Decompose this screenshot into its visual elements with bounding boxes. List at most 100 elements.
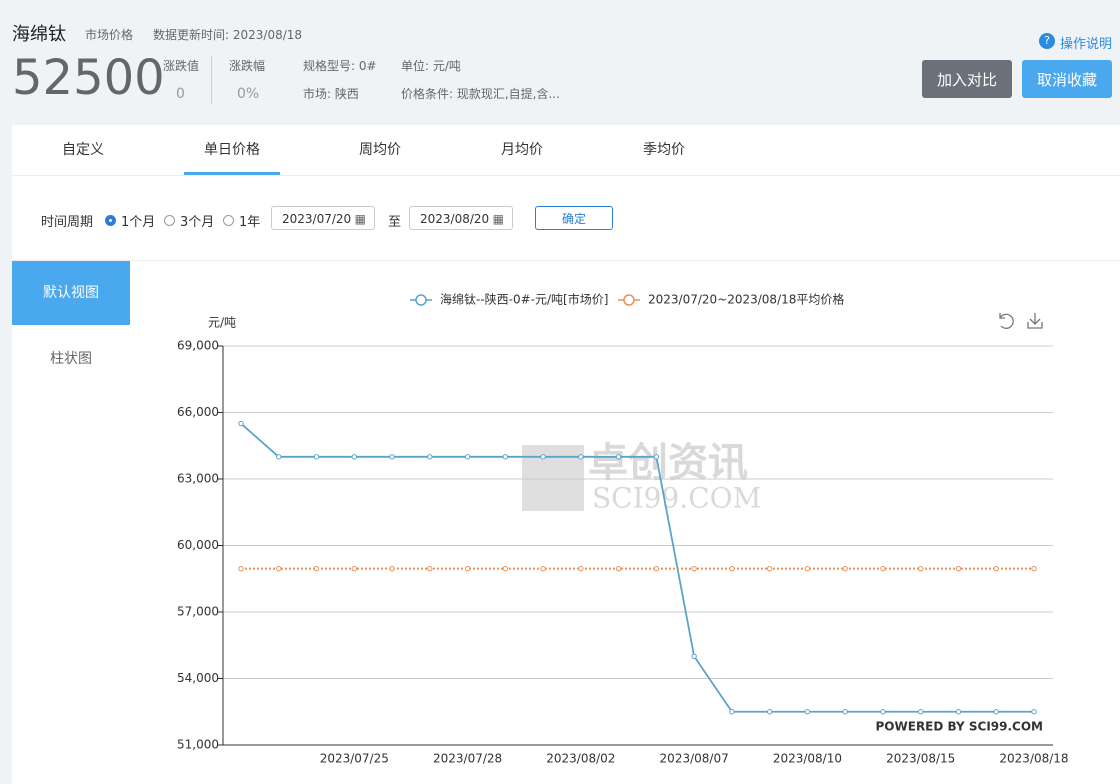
data-point bbox=[540, 565, 546, 572]
confirm-button[interactable]: 确定 bbox=[535, 206, 613, 230]
watermark-text: SCI99.COM bbox=[592, 482, 761, 515]
view-option[interactable]: 柱状图 bbox=[50, 351, 92, 367]
x-tick-label: 2023/08/10 bbox=[773, 752, 842, 766]
data-point bbox=[502, 454, 509, 460]
data-point bbox=[389, 565, 395, 572]
radio-option[interactable]: 1个月 bbox=[105, 211, 155, 230]
radio-label: 3个月 bbox=[180, 215, 215, 230]
radio-circle bbox=[164, 215, 175, 226]
unfavorite-button[interactable]: 取消收藏 bbox=[1022, 60, 1112, 98]
change-label: 涨跌值 bbox=[163, 59, 200, 73]
data-point bbox=[918, 565, 924, 572]
divider bbox=[12, 260, 1120, 261]
divider bbox=[12, 175, 1120, 176]
credit: POWERED BY SCI99.COM bbox=[876, 720, 1043, 734]
x-tick-label: 2023/08/07 bbox=[660, 752, 729, 766]
tab[interactable]: 周均价 bbox=[359, 142, 401, 158]
spec: 规格型号: 0# bbox=[303, 59, 377, 73]
watermark: 卓创资讯 SCI99.COM bbox=[522, 440, 761, 515]
help-icon[interactable]: ? bbox=[1039, 33, 1055, 49]
y-tick-label: 51,000 bbox=[177, 738, 219, 752]
data-point bbox=[313, 565, 320, 572]
data-point bbox=[1031, 709, 1037, 715]
data-point bbox=[691, 565, 697, 572]
watermark-text: 卓创资讯 bbox=[588, 440, 748, 486]
series-line bbox=[240, 422, 1034, 713]
data-point bbox=[918, 709, 924, 715]
data-point bbox=[351, 454, 357, 460]
tab[interactable]: 单日价格 bbox=[184, 132, 280, 175]
data-point bbox=[955, 565, 962, 572]
end-date[interactable]: 2023/08/20 ▦ bbox=[409, 206, 513, 230]
data-point bbox=[653, 565, 660, 572]
data-point bbox=[842, 565, 848, 572]
data-point bbox=[804, 565, 811, 572]
x-tick-label: 2023/08/02 bbox=[546, 752, 615, 766]
data-point bbox=[1031, 565, 1037, 572]
x-tick-label: 2023/08/15 bbox=[886, 752, 955, 766]
start-date-text: 2023/07/20 bbox=[282, 212, 352, 226]
period-label: 时间周期 bbox=[41, 215, 94, 230]
x-tick-label: 2023/07/28 bbox=[433, 752, 502, 766]
terms: 价格条件: 现款现汇,自提,含... bbox=[401, 87, 560, 101]
change-pct: 0% bbox=[237, 86, 260, 102]
radio-circle bbox=[223, 215, 234, 226]
x-tick-label: 2023/08/18 bbox=[999, 752, 1068, 766]
tab[interactable]: 自定义 bbox=[62, 142, 104, 158]
y-unit: 元/吨 bbox=[208, 316, 236, 330]
radio-circle bbox=[105, 215, 116, 226]
data-point bbox=[578, 454, 584, 460]
data-point bbox=[238, 565, 244, 572]
data-point bbox=[502, 565, 509, 572]
data-point bbox=[955, 709, 962, 715]
price: 52500 bbox=[12, 50, 165, 106]
data-point bbox=[766, 565, 773, 572]
y-tick-label: 57,000 bbox=[177, 605, 219, 619]
tab[interactable]: 月均价 bbox=[501, 142, 543, 158]
data-point bbox=[389, 454, 395, 460]
to-label: 至 bbox=[388, 215, 402, 230]
data-point bbox=[615, 454, 622, 460]
data-point bbox=[276, 565, 282, 572]
y-tick-label: 66,000 bbox=[177, 405, 219, 419]
legend-label: 2023/07/20~2023/08/18平均价格 bbox=[648, 292, 844, 307]
data-point bbox=[766, 709, 773, 715]
price-kind: 市场价格 bbox=[85, 28, 134, 42]
data-point bbox=[427, 454, 433, 460]
data-point bbox=[464, 454, 471, 460]
y-tick-label: 60,000 bbox=[177, 538, 219, 552]
data-point bbox=[691, 653, 697, 660]
market: 市场: 陕西 bbox=[303, 87, 359, 101]
end-date-text: 2023/08/20 bbox=[420, 212, 490, 226]
help-link[interactable]: 操作说明 bbox=[1060, 37, 1113, 52]
data-point bbox=[993, 565, 999, 572]
product-title: 海绵钛 bbox=[12, 24, 66, 45]
data-point bbox=[804, 709, 811, 715]
radio-option[interactable]: 1年 bbox=[223, 211, 260, 230]
data-point bbox=[729, 709, 735, 715]
change: 0 bbox=[176, 86, 185, 102]
data-point bbox=[313, 454, 320, 460]
radio-label: 1年 bbox=[239, 215, 261, 230]
legend-marker bbox=[623, 294, 635, 306]
data-point bbox=[351, 565, 357, 572]
x-tick-label: 2023/07/25 bbox=[320, 752, 389, 766]
y-tick-label: 54,000 bbox=[177, 671, 219, 685]
compare-button[interactable]: 加入对比 bbox=[922, 60, 1012, 98]
start-date[interactable]: 2023/07/20 ▦ bbox=[271, 206, 375, 230]
divider bbox=[211, 56, 212, 104]
data-point bbox=[578, 565, 584, 572]
tab[interactable]: 季均价 bbox=[643, 142, 685, 158]
view-option[interactable]: 默认视图 bbox=[12, 261, 130, 325]
change-pct-label: 涨跌幅 bbox=[229, 59, 266, 73]
data-point bbox=[427, 565, 433, 572]
data-point bbox=[238, 420, 244, 427]
refresh-icon[interactable] bbox=[999, 313, 1014, 329]
data-point bbox=[729, 565, 735, 572]
download-icon[interactable] bbox=[1027, 313, 1043, 329]
data-point bbox=[842, 709, 848, 715]
radio-option[interactable]: 3个月 bbox=[164, 211, 214, 230]
panel bbox=[12, 125, 1120, 784]
